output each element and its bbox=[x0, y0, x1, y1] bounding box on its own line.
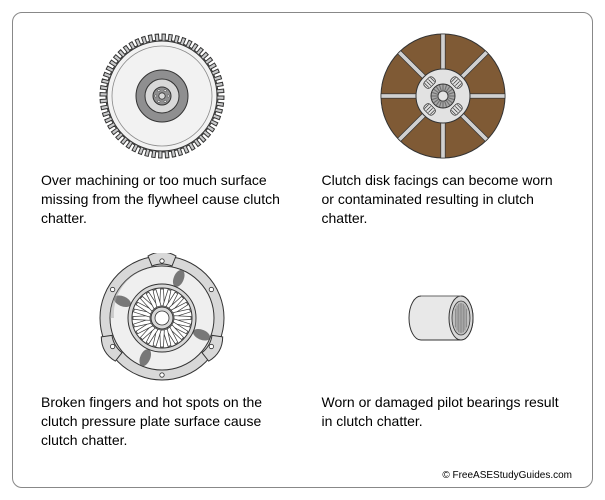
pressure-plate-svg bbox=[97, 253, 227, 383]
pressure-plate-illustration bbox=[97, 253, 227, 383]
grid: Over machining or too much surface missi… bbox=[37, 31, 568, 457]
cell-pressure-plate: Broken fingers and hot spots on the clut… bbox=[37, 253, 288, 457]
clutch-disc-svg bbox=[378, 31, 508, 161]
content-frame: Over machining or too much surface missi… bbox=[12, 12, 593, 488]
pilot-bearing-caption: Worn or damaged pilot bearings result in… bbox=[318, 393, 569, 431]
cell-pilot-bearing: Worn or damaged pilot bearings result in… bbox=[318, 253, 569, 457]
pressure-plate-caption: Broken fingers and hot spots on the clut… bbox=[37, 393, 288, 450]
flywheel-svg bbox=[97, 31, 227, 161]
pilot-bearing-illustration bbox=[403, 253, 483, 383]
cell-clutch-disc: Clutch disk facings can become worn or c… bbox=[318, 31, 569, 235]
clutch-disc-caption: Clutch disk facings can become worn or c… bbox=[318, 171, 569, 228]
clutch-disc-illustration bbox=[378, 31, 508, 161]
flywheel-illustration bbox=[97, 31, 227, 161]
credit-text: © FreeASEStudyGuides.com bbox=[442, 470, 572, 481]
flywheel-caption: Over machining or too much surface missi… bbox=[37, 171, 288, 228]
pilot-bearing-svg bbox=[403, 288, 483, 348]
cell-flywheel: Over machining or too much surface missi… bbox=[37, 31, 288, 235]
